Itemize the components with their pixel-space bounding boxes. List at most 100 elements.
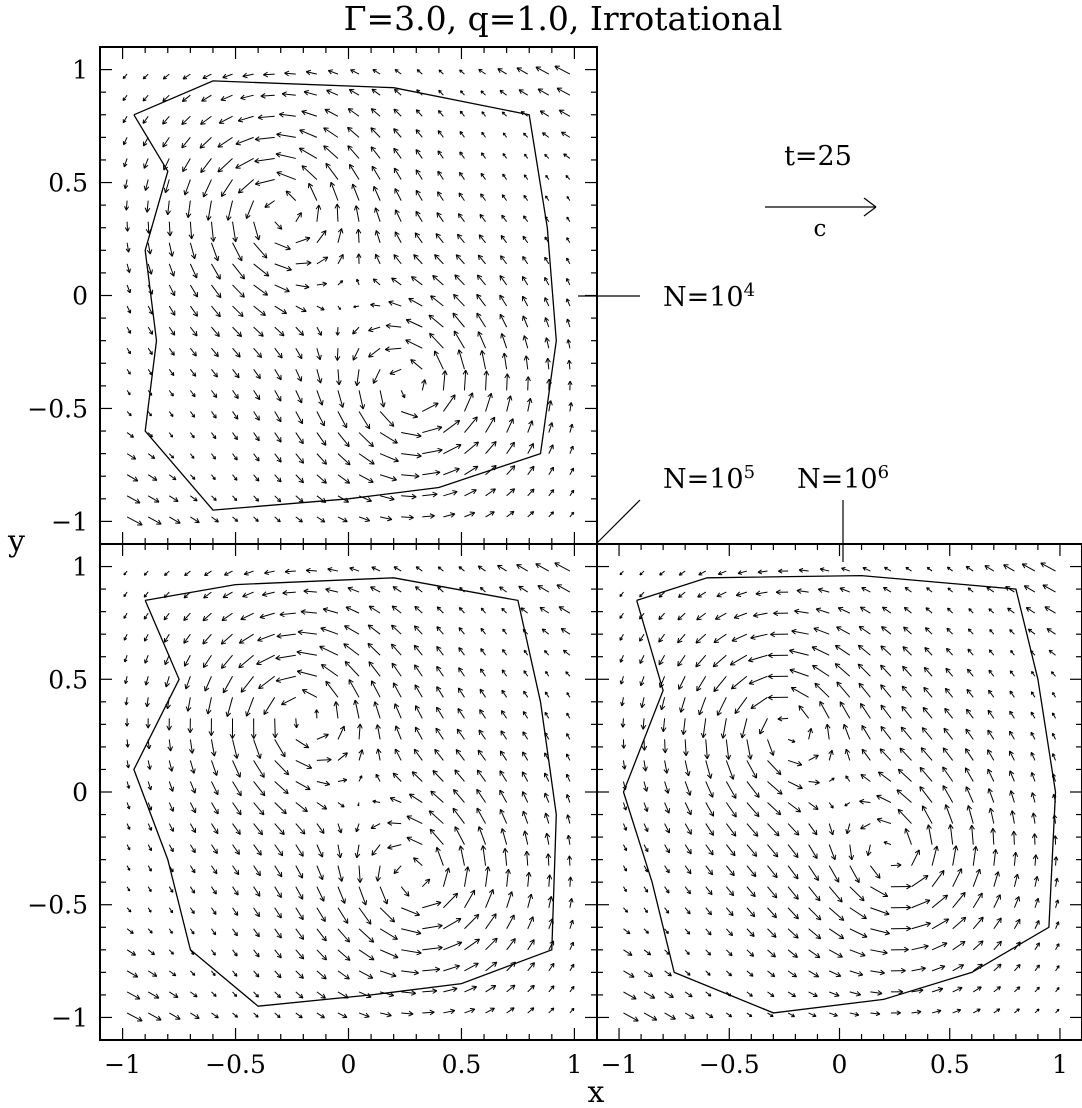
- velocity-arrow: [380, 1011, 392, 1018]
- velocity-arrow: [434, 748, 444, 761]
- velocity-arrow: [126, 781, 131, 789]
- velocity-arrow: [147, 928, 153, 934]
- velocity-arrow: [189, 347, 197, 357]
- velocity-arrow: [622, 802, 628, 811]
- velocity-arrow: [527, 510, 535, 518]
- velocity-arrow: [336, 844, 343, 859]
- velocity-arrow: [327, 69, 339, 75]
- velocity-arrow: [767, 760, 782, 776]
- velocity-arrow: [457, 213, 465, 223]
- velocity-arrow: [746, 991, 753, 997]
- velocity-arrow: [253, 369, 261, 380]
- velocity-arrow: [750, 696, 768, 710]
- velocity-arrow: [639, 591, 645, 598]
- velocity-arrow: [716, 697, 727, 716]
- velocity-arrow: [931, 964, 946, 972]
- velocity-arrow: [828, 802, 834, 809]
- velocity-arrow: [126, 495, 141, 504]
- velocity-arrow: [238, 633, 254, 644]
- velocity-arrow: [295, 802, 308, 813]
- velocity-arrow: [205, 200, 212, 221]
- velocity-arrow: [316, 369, 323, 384]
- velocity-arrow: [659, 570, 665, 576]
- velocity-arrow: [337, 453, 351, 466]
- velocity-arrow: [757, 569, 768, 575]
- velocity-arrow: [677, 612, 686, 621]
- velocity-arrow: [374, 253, 381, 265]
- velocity-arrow: [901, 705, 912, 719]
- velocity-arrow: [787, 928, 799, 939]
- velocity-arrow: [476, 274, 486, 286]
- velocity-arrow: [316, 733, 329, 740]
- velocity-arrow: [479, 688, 486, 698]
- velocity-arrow: [849, 928, 868, 938]
- velocity-arrow: [168, 886, 174, 893]
- velocity-arrow: [952, 916, 967, 930]
- velocity-arrow: [358, 749, 364, 761]
- velocity-arrow: [401, 410, 419, 419]
- velocity-arrow: [358, 970, 374, 979]
- velocity-arrow: [413, 625, 423, 635]
- velocity-arrow: [387, 820, 402, 826]
- velocity-arrow: [187, 718, 194, 734]
- velocity-arrow: [454, 274, 465, 286]
- velocity-arrow: [147, 886, 152, 893]
- velocity-arrow: [890, 904, 912, 911]
- velocity-arrow: [545, 853, 552, 866]
- velocity-arrow: [257, 114, 275, 121]
- velocity-arrow: [730, 675, 748, 690]
- velocity-arrow: [684, 802, 692, 816]
- velocity-arrow: [415, 129, 423, 138]
- velocity-arrow: [947, 824, 954, 845]
- velocity-arrow: [506, 914, 515, 930]
- velocity-arrow: [464, 416, 478, 433]
- velocity-arrow: [413, 857, 423, 867]
- velocity-arrow: [485, 913, 497, 930]
- velocity-arrow: [664, 844, 670, 854]
- velocity-arrow: [189, 739, 195, 754]
- velocity-arrow: [181, 115, 191, 126]
- velocity-arrow: [368, 661, 381, 677]
- velocity-arrow: [235, 136, 254, 146]
- velocity-arrow: [1013, 873, 1020, 887]
- velocity-arrow: [147, 865, 152, 872]
- velocity-arrow: [295, 283, 310, 290]
- velocity-arrow: [952, 940, 966, 951]
- velocity-arrow: [316, 865, 324, 881]
- velocity-arrow: [142, 137, 149, 147]
- velocity-arrow: [1032, 854, 1039, 866]
- velocity-arrow: [274, 326, 285, 337]
- velocity-arrow: [485, 1007, 495, 1014]
- velocity-arrow: [643, 781, 649, 792]
- velocity-arrow: [210, 221, 216, 242]
- velocity-arrow: [274, 865, 283, 878]
- velocity-arrow: [521, 810, 529, 824]
- velocity-arrow: [422, 513, 435, 519]
- velocity-arrow: [476, 312, 486, 328]
- velocity-arrow: [296, 669, 317, 677]
- velocity-arrow: [211, 844, 218, 855]
- velocity-arrow: [189, 886, 196, 894]
- velocity-arrow: [211, 802, 219, 815]
- velocity-arrow: [952, 891, 966, 909]
- velocity-arrow: [274, 802, 287, 815]
- velocity-arrow: [479, 709, 486, 719]
- velocity-arrow: [897, 808, 912, 824]
- velocity-arrow: [123, 612, 128, 619]
- velocity-arrow: [499, 750, 508, 761]
- velocity-arrow: [211, 453, 217, 460]
- velocity-arrow: [993, 963, 1002, 972]
- velocity-arrow: [705, 823, 715, 836]
- velocity-arrow: [931, 918, 950, 930]
- velocity-arrow: [844, 748, 851, 761]
- velocity-arrow: [295, 781, 311, 791]
- velocity-arrow: [232, 368, 240, 379]
- velocity-arrow: [828, 886, 843, 903]
- velocity-arrow: [1030, 731, 1036, 740]
- velocity-arrow: [347, 586, 360, 593]
- velocity-arrow: [202, 612, 212, 622]
- velocity-arrow: [972, 986, 982, 993]
- velocity-arrow: [295, 390, 303, 404]
- velocity-arrow: [337, 725, 346, 740]
- velocity-arrow: [899, 747, 912, 761]
